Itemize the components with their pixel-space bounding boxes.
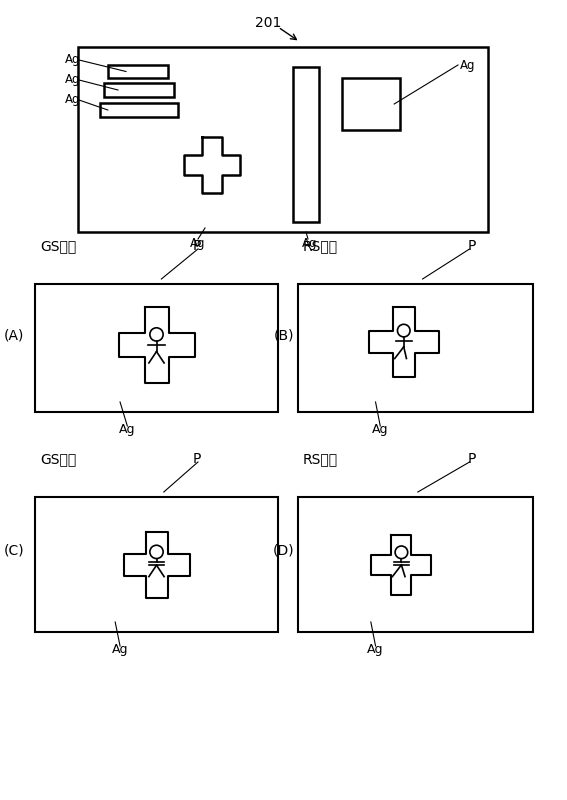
Text: Ag: Ag [191,237,206,250]
Text: Ag: Ag [65,74,81,86]
Text: (A): (A) [4,328,24,342]
Text: 201: 201 [255,16,281,30]
Text: (B): (B) [274,328,294,342]
Text: P: P [467,239,476,253]
Text: RS画像: RS画像 [303,452,338,466]
Bar [293,67,319,222]
Bar [100,103,178,117]
Text: P: P [467,452,476,466]
Bar [35,497,278,632]
Text: GS画像: GS画像 [40,452,76,466]
Text: (D): (D) [273,544,295,558]
Bar [104,83,174,97]
Bar [108,65,168,78]
Text: P: P [193,239,201,253]
Text: P: P [193,452,201,466]
Text: Ag: Ag [302,237,318,250]
Text: (C): (C) [4,544,24,558]
Text: Ag: Ag [65,54,81,66]
Text: GS画像: GS画像 [40,239,76,253]
Text: RS画像: RS画像 [303,239,338,253]
Text: Ag: Ag [460,58,476,71]
Bar [298,284,533,412]
Text: Ag: Ag [367,643,384,657]
Bar [78,47,488,232]
Text: Ag: Ag [65,94,81,106]
Text: Ag: Ag [119,423,136,437]
Text: Ag: Ag [112,643,128,657]
Bar [35,284,278,412]
Text: Ag: Ag [372,423,388,437]
Bar [342,78,400,130]
Bar [298,497,533,632]
